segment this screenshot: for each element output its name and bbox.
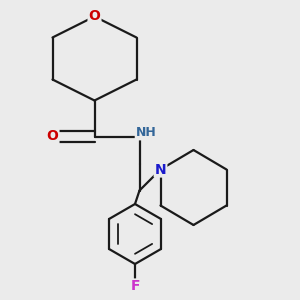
Text: O: O <box>46 130 58 143</box>
Text: N: N <box>155 163 166 176</box>
Text: NH: NH <box>136 126 157 140</box>
Text: F: F <box>130 280 140 293</box>
Text: O: O <box>88 10 101 23</box>
